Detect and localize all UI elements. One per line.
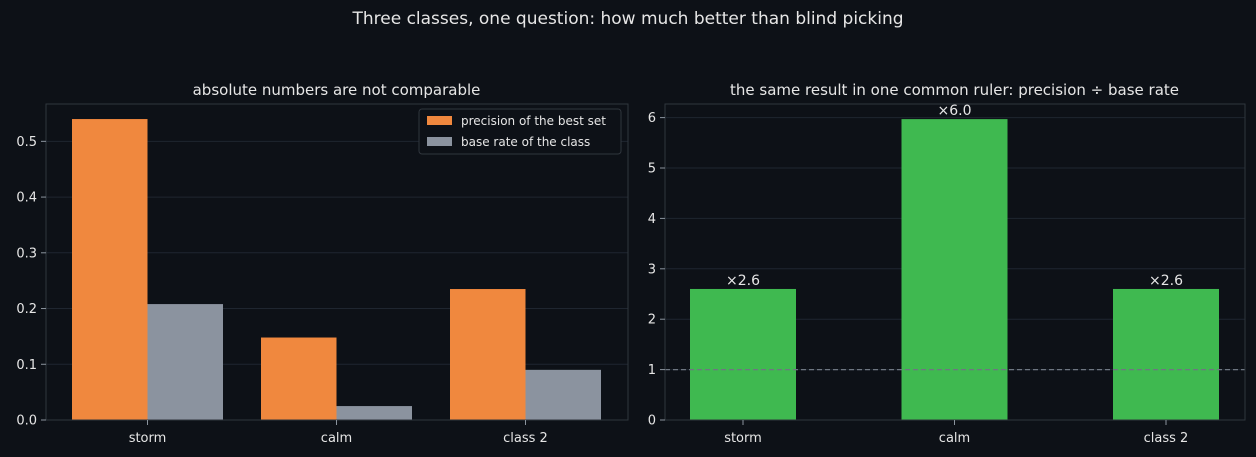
right-chart-title: the same result in one common ruler: pre… (730, 81, 1179, 99)
left-x-axis: storm calm class 2 (129, 420, 548, 446)
right-bars (690, 119, 1219, 420)
right-ytick-label: 5 (648, 162, 656, 177)
bar-precision-storm (72, 119, 148, 421)
right-x-axis: storm calm class 2 (724, 420, 1188, 446)
bar-ratio-calm (901, 119, 1008, 420)
data-label: ×2.6 (1149, 273, 1183, 289)
legend: precision of the best set base rate of t… (418, 108, 622, 155)
legend-label-base-rate: base rate of the class (461, 135, 590, 149)
right-y-axis: 0 1 2 3 4 5 6 (648, 111, 665, 429)
bar-precision-class-2 (450, 289, 526, 420)
bar-base-rate-calm (336, 406, 412, 420)
legend-swatch-precision (427, 116, 452, 125)
data-label: ×2.6 (726, 273, 760, 289)
right-ytick-label: 2 (648, 313, 656, 328)
left-xtick-label: storm (129, 431, 167, 446)
legend-box (418, 108, 622, 155)
right-panel: the same result in one common ruler: pre… (648, 81, 1246, 446)
right-xtick-label: storm (724, 431, 762, 446)
right-data-labels: ×2.6 ×6.0 ×2.6 (726, 103, 1183, 289)
data-label: ×6.0 (938, 103, 972, 119)
left-bars (72, 119, 601, 421)
left-panel: absolute numbers are not comparable 0.00… (16, 81, 629, 446)
bar-ratio-class-2 (1113, 288, 1219, 420)
bar-precision-calm (261, 337, 337, 420)
left-ytick-label: 0.5 (16, 135, 37, 150)
left-ytick-label: 0.0 (16, 414, 37, 429)
right-ytick-label: 0 (648, 414, 656, 429)
right-ytick-label: 3 (648, 262, 656, 277)
left-xtick-label: class 2 (503, 431, 548, 446)
right-ytick-label: 4 (648, 212, 656, 227)
right-xtick-label: class 2 (1144, 431, 1189, 446)
right-xtick-label: calm (939, 431, 970, 446)
left-y-axis: 0.0 0.1 0.2 0.3 0.4 0.5 (16, 135, 46, 429)
left-ytick-label: 0.4 (16, 191, 37, 206)
left-ytick-label: 0.2 (16, 302, 37, 317)
left-ytick-label: 0.1 (16, 358, 37, 373)
right-ytick-label: 6 (648, 111, 656, 126)
bar-ratio-storm (690, 288, 796, 420)
left-chart-title: absolute numbers are not comparable (193, 81, 481, 99)
legend-label-precision: precision of the best set (461, 114, 606, 128)
legend-swatch-base-rate (427, 137, 452, 146)
figure-title: Three classes, one question: how much be… (352, 9, 904, 29)
left-xtick-label: calm (321, 431, 352, 446)
right-ytick-label: 1 (648, 363, 656, 378)
left-ytick-label: 0.3 (16, 246, 37, 261)
bar-base-rate-class-2 (525, 369, 601, 420)
bar-base-rate-storm (147, 304, 223, 420)
